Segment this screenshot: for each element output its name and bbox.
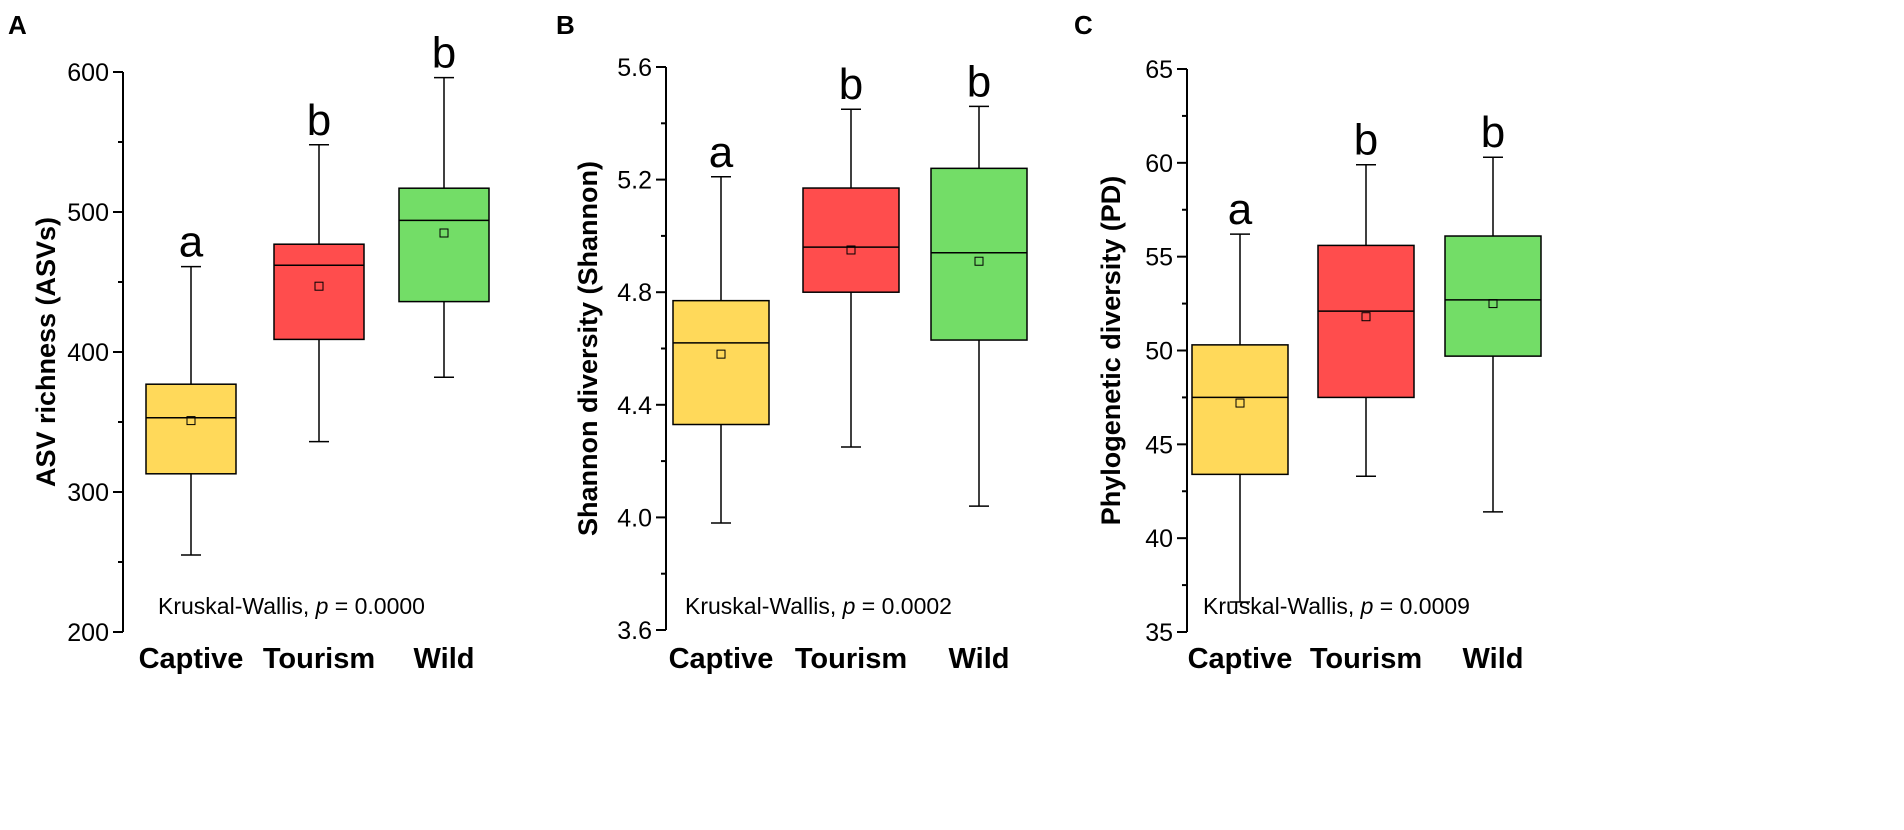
- y-tick-label: 55: [1145, 244, 1173, 272]
- kw-p-symbol: p: [842, 593, 856, 619]
- kruskal-wallis-note: Kruskal-Wallis, p = 0.0009: [1203, 593, 1470, 619]
- y-tick-label: 300: [67, 479, 109, 507]
- x-category-label: Captive: [1188, 643, 1293, 675]
- panel-label: A: [8, 10, 27, 40]
- y-tick-label: 4.8: [617, 279, 652, 307]
- mean-marker: [974, 256, 984, 266]
- iqr-box: [672, 299, 770, 426]
- y-tick-label: 45: [1145, 431, 1173, 459]
- mean-marker: [1488, 299, 1498, 309]
- mean-marker: [716, 349, 726, 359]
- significance-letter: b: [1354, 116, 1378, 165]
- box-captive: a: [1191, 185, 1289, 603]
- significance-letter: b: [307, 96, 331, 145]
- x-category-label: Tourism: [1310, 643, 1422, 675]
- iqr-box: [930, 167, 1028, 341]
- y-tick-label: 200: [67, 619, 109, 647]
- significance-letter: a: [179, 218, 204, 267]
- kw-prefix: Kruskal-Wallis,: [158, 593, 316, 619]
- significance-letter: b: [432, 29, 456, 78]
- iqr-box: [802, 187, 900, 293]
- box-wild: b: [1444, 108, 1542, 513]
- x-category-label: Wild: [949, 643, 1010, 675]
- kw-prefix: Kruskal-Wallis,: [1203, 593, 1361, 619]
- mean-marker: [439, 228, 449, 238]
- y-axis-label: ASV richness (ASVs): [31, 217, 61, 487]
- y-tick-label: 5.2: [617, 167, 652, 195]
- iqr-box: [1191, 344, 1289, 476]
- kw-p-symbol: p: [315, 593, 329, 619]
- x-category-label: Tourism: [795, 643, 907, 675]
- y-tick-label: 40: [1145, 525, 1173, 553]
- y-tick-label: 3.6: [617, 617, 652, 645]
- iqr-box: [398, 187, 490, 303]
- box-captive: a: [145, 218, 237, 556]
- kw-prefix: Kruskal-Wallis,: [685, 593, 843, 619]
- box-wild: b: [398, 29, 490, 378]
- significance-letter: b: [1481, 108, 1505, 157]
- y-tick-label: 400: [67, 339, 109, 367]
- mean-marker: [314, 281, 324, 291]
- box-tourism: b: [802, 60, 900, 448]
- box-tourism: b: [273, 96, 365, 443]
- box-captive: a: [672, 128, 770, 524]
- kw-p-symbol: p: [1360, 593, 1374, 619]
- y-tick-label: 60: [1145, 150, 1173, 178]
- chart-panel-c: C 35 40 45 50 55 60 65 Phylogenetic diversity (P…: [1074, 10, 1542, 675]
- panel-label: C: [1074, 10, 1093, 40]
- iqr-box: [1317, 244, 1415, 399]
- y-tick-label: 35: [1145, 619, 1173, 647]
- iqr-box: [1444, 235, 1542, 357]
- y-tick-label: 600: [67, 59, 109, 87]
- x-category-label: Captive: [669, 643, 774, 675]
- mean-marker: [1361, 312, 1371, 322]
- box-wild: b: [930, 57, 1028, 507]
- iqr-box: [273, 243, 365, 341]
- significance-letter: b: [839, 60, 863, 109]
- significance-letter: a: [1228, 185, 1253, 234]
- y-tick-label: 5.6: [617, 54, 652, 82]
- y-tick-label: 50: [1145, 338, 1173, 366]
- y-tick-label: 4.0: [617, 504, 652, 532]
- x-category-label: Tourism: [263, 643, 375, 675]
- y-tick-label: 500: [67, 199, 109, 227]
- box-tourism: b: [1317, 116, 1415, 477]
- y-axis-label: Phylogenetic diversity (PD): [1096, 176, 1126, 526]
- kruskal-wallis-note: Kruskal-Wallis, p = 0.0002: [685, 593, 952, 619]
- kw-p-value: = 0.0002: [855, 593, 952, 619]
- x-category-label: Wild: [1463, 643, 1524, 675]
- kw-p-value: = 0.0000: [328, 593, 425, 619]
- mean-marker: [1235, 398, 1245, 408]
- y-tick-label: 65: [1145, 56, 1173, 84]
- significance-letter: a: [709, 128, 734, 177]
- y-axis-label: Shannon diversity (Shannon): [573, 161, 603, 536]
- x-category-label: Captive: [139, 643, 244, 675]
- chart-panel-b: B 3.6 4.0 4.4 4.8 5.2 5.6 Shannon diversity (Sh…: [556, 10, 1028, 675]
- x-category-label: Wild: [414, 643, 475, 675]
- kw-p-value: = 0.0009: [1373, 593, 1470, 619]
- mean-marker: [846, 245, 856, 255]
- iqr-box: [145, 383, 237, 475]
- y-tick-label: 4.4: [617, 392, 652, 420]
- kruskal-wallis-note: Kruskal-Wallis, p = 0.0000: [158, 593, 425, 619]
- chart-panel-a: A 200 300 400 500 600 ASV richness (ASVs) a Capt…: [8, 10, 490, 675]
- panel-label: B: [556, 10, 575, 40]
- mean-marker: [186, 416, 196, 426]
- significance-letter: b: [967, 57, 991, 106]
